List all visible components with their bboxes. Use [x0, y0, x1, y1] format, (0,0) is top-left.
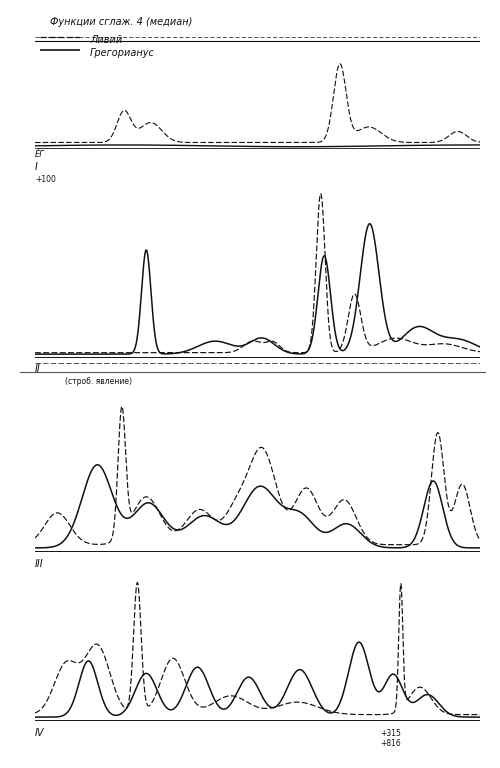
Text: II: II: [35, 365, 41, 375]
Text: +315: +315: [380, 729, 401, 738]
Text: Функции сглаж. 4 (медиан): Функции сглаж. 4 (медиан): [50, 18, 193, 28]
Text: III: III: [35, 559, 43, 569]
Text: I: I: [35, 163, 38, 173]
Text: (строб. явление): (строб. явление): [65, 377, 132, 386]
Text: IV: IV: [35, 728, 44, 738]
Text: ЀГ: ЀГ: [35, 151, 45, 160]
Text: Ливий: Ливий: [90, 35, 122, 45]
Text: +816: +816: [380, 740, 401, 749]
Text: Грегорианус: Грегорианус: [90, 48, 155, 58]
Text: +100: +100: [35, 175, 56, 184]
